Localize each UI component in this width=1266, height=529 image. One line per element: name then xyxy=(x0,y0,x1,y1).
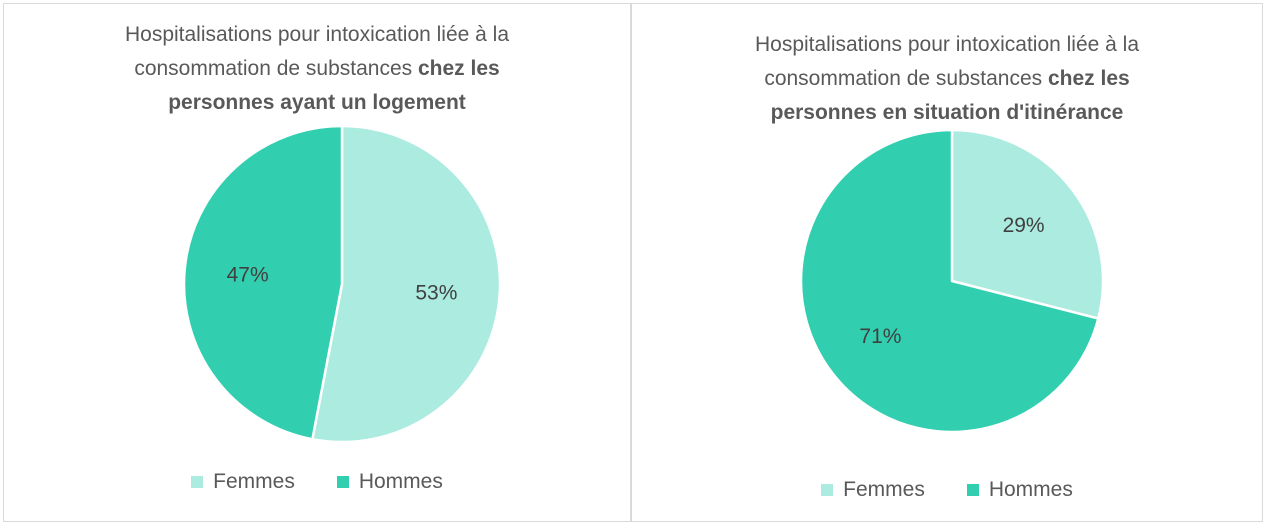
pie-chart: 29% 71% xyxy=(799,128,1105,434)
chart-legend: Femmes Hommes xyxy=(632,478,1262,502)
legend-swatch-hommes xyxy=(966,484,979,496)
title-line-2: consommation de substances xyxy=(134,57,418,80)
title-bold-part-1: chez les xyxy=(417,57,500,80)
pie-slice-hommes xyxy=(182,124,344,441)
legend-label-femmes: Femmes xyxy=(213,470,295,493)
data-label-femmes: 53% xyxy=(415,281,457,304)
legend-label-femmes: Femmes xyxy=(843,478,925,501)
legend-item-femmes: Femmes xyxy=(821,478,925,502)
data-label-hommes: 47% xyxy=(227,264,269,287)
pie-slice-hommes xyxy=(799,128,1100,434)
legend-swatch-femmes xyxy=(821,484,834,496)
title-bold-part-2: personnes en situation d'itinérance xyxy=(770,101,1124,124)
legend-item-hommes: Hommes xyxy=(336,470,443,494)
pie-chart: 53% 47% xyxy=(182,124,502,444)
title-bold-part-2: personnes ayant un logement xyxy=(168,91,466,114)
chart-panel-itinerance: Hospitalisations pour intoxication liée … xyxy=(631,3,1263,522)
title-line-1: Hospitalisations pour intoxication liée … xyxy=(754,33,1140,56)
title-line-2: consommation de substances xyxy=(764,67,1048,90)
legend-item-femmes: Femmes xyxy=(191,470,295,494)
chart-panel-logement: Hospitalisations pour intoxication liée … xyxy=(3,3,631,522)
pie-slice-femmes xyxy=(950,128,1105,320)
data-label-hommes: 71% xyxy=(859,325,901,348)
title-line-1: Hospitalisations pour intoxication liée … xyxy=(124,23,510,46)
legend-label-hommes: Hommes xyxy=(358,470,443,493)
legend-swatch-femmes xyxy=(191,476,204,488)
title-bold-part-1: chez les xyxy=(1047,67,1130,90)
legend-item-hommes: Hommes xyxy=(966,478,1073,502)
chart-title: Hospitalisations pour intoxication liée … xyxy=(632,28,1262,130)
pie-slice-femmes xyxy=(311,124,502,444)
data-label-femmes: 29% xyxy=(1003,214,1045,237)
legend-label-hommes: Hommes xyxy=(988,478,1073,501)
chart-title: Hospitalisations pour intoxication liée … xyxy=(4,18,630,120)
chart-legend: Femmes Hommes xyxy=(4,470,630,494)
legend-swatch-hommes xyxy=(336,476,349,488)
